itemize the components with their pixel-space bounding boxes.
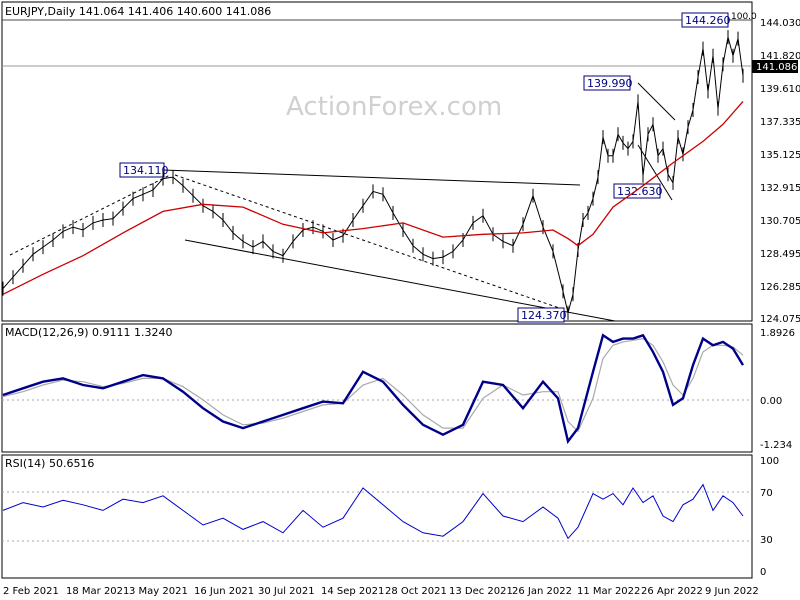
price-y-tick: 137.335	[760, 117, 800, 128]
rsi-line	[2, 483, 744, 540]
annotation-124-370: 124.370	[517, 307, 567, 323]
wedge-line-top	[637, 82, 676, 121]
dashed-lower-trend	[174, 174, 566, 311]
annotation-139-990: 139.990	[583, 75, 633, 91]
x-tick: 26 Jan 2022	[512, 586, 572, 597]
price-y-tick: 144.030	[760, 18, 800, 29]
x-tick: 2 Feb 2021	[3, 586, 59, 597]
annotation-144-260: 144.260	[681, 12, 731, 28]
annotation-label: 134.110	[123, 164, 169, 177]
price-panel-header: EURJPY,Daily 141.064 141.406 140.600 141…	[5, 5, 271, 18]
support-line-top	[162, 169, 581, 186]
macd-y-tick: 1.8926	[760, 328, 795, 339]
current-price-label: 141.086	[756, 62, 797, 73]
price-close-line	[2, 36, 744, 314]
rsi-y-tick: 100	[760, 456, 779, 467]
price-y-tick: 132.915	[760, 183, 800, 194]
macd-panel-frame	[1, 323, 753, 453]
price-y-tick: 124.075	[760, 314, 800, 325]
x-tick: 3 May 2021	[129, 586, 188, 597]
rsi-panel-header: RSI(14) 50.6516	[5, 457, 94, 470]
x-tick: 16 Jun 2021	[194, 586, 254, 597]
macd-y-tick: -1.234	[760, 440, 792, 451]
macd-y-tick: 0.00	[760, 396, 782, 407]
x-tick: 26 Apr 2022	[641, 586, 703, 597]
fib-level-label: 100.0	[731, 12, 757, 22]
x-tick: 30 Jul 2021	[258, 586, 315, 597]
annotation-label: 132.630	[617, 185, 663, 198]
price-y-tick: 135.125	[760, 150, 800, 161]
rsi-y-tick: 30	[760, 535, 773, 546]
price-y-tick: 128.495	[760, 249, 800, 260]
price-y-tick: 141.820	[760, 51, 800, 62]
rsi-y-tick: 0	[760, 567, 766, 578]
rsi-series-group	[2, 483, 744, 540]
x-tick: 14 Sep 2021	[321, 586, 384, 597]
annotation-label: 139.990	[587, 77, 633, 90]
annotation-label: 124.370	[521, 309, 567, 322]
annotation-132-630: 132.630	[613, 183, 663, 199]
price-y-tick: 126.285	[760, 282, 800, 293]
macd-series-group	[2, 333, 745, 445]
wedge-line-bottom	[637, 144, 673, 201]
annotation-134-110: 134.110	[119, 162, 169, 178]
rsi-y-tick: 70	[760, 488, 773, 499]
price-y-axis: 144.030 141.820 139.610 137.335 135.125 …	[760, 18, 800, 325]
macd-panel-header: MACD(12,26,9) 0.9111 1.3240	[5, 326, 173, 339]
rsi-panel-frame	[1, 454, 753, 579]
x-tick: 13 Dec 2021	[449, 586, 513, 597]
x-tick: 11 Mar 2022	[577, 586, 640, 597]
price-y-tick: 130.705	[760, 216, 800, 227]
watermark: ActionForex.com	[286, 92, 502, 122]
x-tick: 28 Oct 2021	[385, 586, 447, 597]
sma-line	[2, 100, 744, 295]
price-y-tick: 139.610	[760, 84, 800, 95]
macd-line	[2, 333, 745, 445]
x-tick: 18 Mar 2021	[66, 586, 129, 597]
current-price-box	[752, 60, 798, 73]
annotation-label: 144.260	[685, 14, 731, 27]
x-tick: 9 Jun 2022	[705, 586, 759, 597]
price-series-group	[2, 30, 744, 320]
price-panel-frame	[1, 1, 753, 322]
x-axis: 2 Feb 2021 18 Mar 2021 3 May 2021 16 Jun…	[3, 586, 759, 597]
